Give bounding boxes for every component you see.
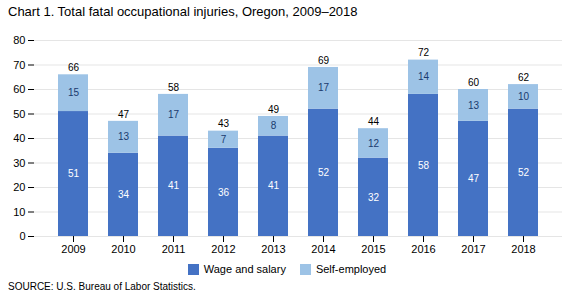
svg-text:2018: 2018 (511, 243, 535, 255)
svg-text:49: 49 (268, 104, 280, 115)
svg-text:50: 50 (13, 108, 25, 120)
html-text:SOURCE: U.S. Bureau of Labor S: SOURCE: U.S. Bureau of Labor Statistics. (8, 281, 196, 292)
svg-text:8: 8 (271, 120, 277, 131)
svg-text:62: 62 (518, 72, 530, 83)
svg-text:43: 43 (218, 118, 230, 129)
svg-text:17: 17 (318, 82, 330, 93)
svg-text:10: 10 (518, 91, 530, 102)
svg-text:12: 12 (368, 138, 380, 149)
svg-text:52: 52 (318, 167, 330, 178)
svg-text:58: 58 (168, 82, 180, 93)
svg-text:15: 15 (68, 87, 80, 98)
svg-text:40: 40 (13, 132, 25, 144)
svg-text:58: 58 (418, 160, 430, 171)
svg-text:66: 66 (68, 62, 80, 73)
svg-text:32: 32 (368, 192, 380, 203)
svg-text:41: 41 (268, 180, 280, 191)
svg-text:13: 13 (468, 100, 480, 111)
svg-text:0: 0 (19, 230, 25, 242)
svg-text:70: 70 (13, 59, 25, 71)
svg-text:2017: 2017 (461, 243, 485, 255)
svg-text:30: 30 (13, 157, 25, 169)
svg-text:17: 17 (168, 109, 180, 120)
svg-text:2015: 2015 (361, 243, 385, 255)
svg-text:13: 13 (118, 131, 130, 142)
svg-text:2011: 2011 (162, 243, 186, 255)
svg-text:7: 7 (221, 134, 227, 145)
svg-text:60: 60 (13, 83, 25, 95)
svg-text:69: 69 (318, 55, 330, 66)
svg-text:60: 60 (468, 77, 480, 88)
svg-text:2012: 2012 (211, 243, 235, 255)
svg-text:41: 41 (168, 180, 180, 191)
svg-text:44: 44 (368, 116, 380, 127)
svg-text:2013: 2013 (261, 243, 285, 255)
html-text:Chart 1. Total fatal occupatio: Chart 1. Total fatal occupational injuri… (8, 4, 358, 19)
svg-text:2010: 2010 (111, 243, 135, 255)
svg-text:51: 51 (68, 168, 80, 179)
html-text:Self-employed: Self-employed (315, 263, 387, 275)
svg-text:10: 10 (13, 206, 25, 218)
svg-text:2009: 2009 (61, 243, 85, 255)
svg-text:47: 47 (468, 173, 480, 184)
svg-text:2016: 2016 (411, 243, 435, 255)
svg-text:72: 72 (418, 47, 430, 58)
svg-text:52: 52 (518, 167, 530, 178)
svg-text:47: 47 (118, 109, 130, 120)
svg-text:14: 14 (418, 71, 430, 82)
svg-text:2014: 2014 (311, 243, 335, 255)
svg-text:80: 80 (13, 34, 25, 46)
svg-text:20: 20 (13, 181, 25, 193)
svg-text:36: 36 (218, 187, 230, 198)
svg-text:34: 34 (118, 189, 130, 200)
html-text:Wage and salary: Wage and salary (203, 263, 286, 275)
